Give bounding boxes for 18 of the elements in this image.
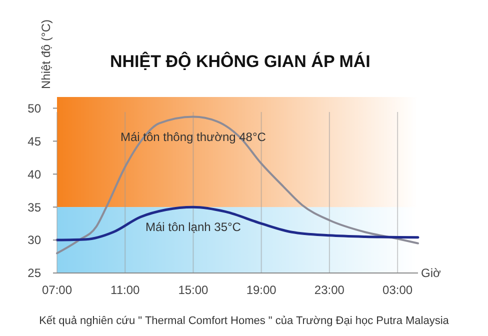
x-tick-label: 15:00 <box>178 283 209 297</box>
x-tick-label: 07:00 <box>42 283 72 297</box>
chart-title: NHIỆT ĐỘ KHÔNG GIAN ÁP MÁI <box>110 51 370 71</box>
x-axis-title: Giờ <box>421 266 441 280</box>
series-label: Mái tôn thông thường 48°C <box>120 130 266 144</box>
y-tick-label: 50 <box>28 101 42 116</box>
x-tick-label: 19:00 <box>246 283 277 297</box>
y-tick-label: 35 <box>28 200 42 214</box>
x-tick-label: 03:00 <box>382 283 413 297</box>
text: Kết quả nghiên cứu " Thermal Comfort Homes " của Trường Đại học Putra Malaysia <box>39 315 450 327</box>
y-tick-label: 45 <box>28 134 42 148</box>
x-tick-label: 23:00 <box>314 283 345 297</box>
x-tick-label: 11:00 <box>110 283 140 297</box>
y-tick-label: 25 <box>28 266 42 280</box>
series-label: Mái tôn lạnh 35°C <box>145 220 242 234</box>
y-axis-title: Nhiệt độ (°C) <box>39 20 53 89</box>
y-tick-label: 30 <box>28 233 42 248</box>
y-tick-label: 40 <box>28 167 42 182</box>
